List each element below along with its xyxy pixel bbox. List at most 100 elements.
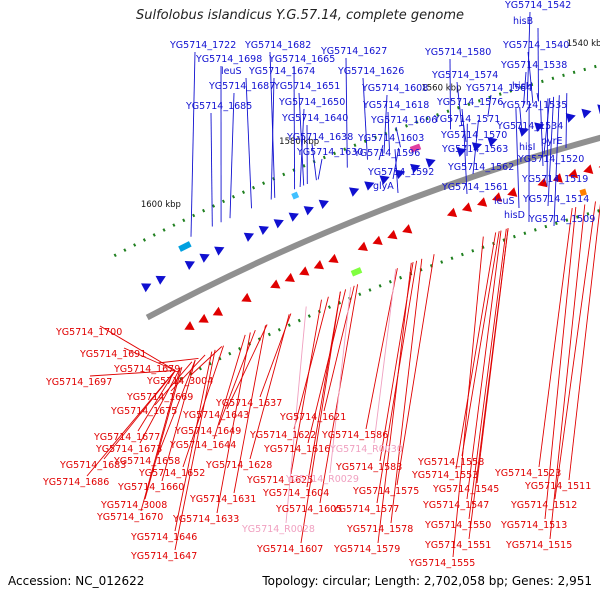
forward-gene-arrow bbox=[214, 246, 225, 256]
forward-gene-label: YG5714_1574 bbox=[431, 70, 498, 81]
forward-gene-label: YG5714_1626 bbox=[337, 66, 404, 77]
reverse-gene-arrow bbox=[507, 187, 518, 197]
reverse-gene-label: YG5714_1621 bbox=[279, 412, 346, 423]
reverse-leader-line bbox=[157, 359, 196, 456]
reverse-gene-label: YG5714_1649 bbox=[174, 426, 241, 437]
reverse-gene-label: YG5714_1683 bbox=[59, 460, 126, 471]
reverse-gene-arrow bbox=[461, 202, 473, 212]
forward-leader-line bbox=[525, 103, 532, 113]
forward-gene-arrow bbox=[487, 137, 498, 147]
reverse-gene-label: YG5714_1669 bbox=[126, 392, 193, 403]
reverse-gene-label: YG5714_1646 bbox=[130, 532, 197, 543]
forward-gene-arrow bbox=[364, 181, 375, 191]
reverse-gene-label: YG5714_1631 bbox=[189, 494, 256, 505]
forward-leader-line bbox=[536, 92, 539, 102]
forward-leader-line bbox=[362, 77, 368, 160]
forward-gene-label: hisH bbox=[512, 81, 533, 92]
reverse-leader-line bbox=[544, 207, 577, 520]
forward-gene-label: YG5714_1682 bbox=[244, 40, 311, 51]
forward-leader-line bbox=[245, 77, 252, 209]
reverse-gene-label: YG5714_1550 bbox=[424, 520, 491, 531]
reverse-leader-line bbox=[377, 262, 412, 544]
reverse-gene-label: YG5714_1583 bbox=[335, 462, 402, 473]
forward-gene-label: YG5714_1618 bbox=[362, 100, 429, 111]
forward-gene-arrow bbox=[288, 212, 299, 222]
feature-block bbox=[350, 267, 363, 277]
forward-leader-line bbox=[463, 124, 468, 195]
kbp-tick-label: 1540 kbp bbox=[567, 39, 600, 49]
reverse-gene-arrow bbox=[328, 253, 339, 264]
forward-leader-line bbox=[461, 108, 465, 126]
forward-gene-label: YG5714_1509 bbox=[528, 214, 595, 225]
rna-leader-line bbox=[373, 268, 397, 444]
reverse-gene-label: YG5714_1586 bbox=[321, 430, 388, 441]
rna-leader-line bbox=[329, 287, 352, 474]
forward-gene-label: YG5714_1665 bbox=[268, 54, 335, 65]
forward-gene-label: YG5714_1638 bbox=[286, 132, 353, 143]
reverse-leader-line bbox=[157, 357, 199, 364]
forward-gene-arrow bbox=[273, 219, 284, 229]
rna-gene-label: YG5714_R0030 bbox=[329, 444, 403, 455]
forward-leader-line bbox=[345, 57, 348, 168]
reverse-gene-label: YG5714_1647 bbox=[130, 551, 197, 562]
reverse-gene-label: YG5714_1577 bbox=[332, 504, 399, 515]
forward-leader-line bbox=[519, 106, 523, 134]
reverse-gene-label: YG5714_1616 bbox=[263, 444, 330, 455]
forward-leader-line bbox=[210, 112, 213, 227]
reverse-gene-label: YG5714_1691 bbox=[79, 349, 146, 360]
forward-gene-label: YG5714_1650 bbox=[278, 97, 345, 108]
forward-gene-arrow bbox=[155, 275, 166, 285]
forward-gene-label: leuS bbox=[494, 196, 515, 207]
reverse-leader-line bbox=[452, 236, 484, 558]
reverse-leader-line bbox=[396, 254, 435, 486]
reverse-gene-arrow bbox=[313, 260, 324, 270]
reverse-leader-line bbox=[86, 370, 176, 477]
reverse-gene-arrow bbox=[184, 321, 195, 330]
reverse-leader-line bbox=[226, 324, 268, 410]
reverse-leader-line bbox=[461, 231, 500, 457]
forward-leader-line bbox=[269, 51, 276, 198]
forward-leader-line bbox=[299, 108, 305, 188]
forward-leader-line bbox=[311, 143, 317, 181]
feature-block bbox=[291, 191, 300, 200]
forward-gene-arrow bbox=[318, 199, 329, 210]
rna-gene-label: YG5714_R0029 bbox=[285, 474, 359, 485]
forward-leader-line bbox=[487, 94, 492, 118]
reverse-leader-line bbox=[306, 291, 341, 488]
forward-leader-line bbox=[387, 111, 390, 152]
forward-gene-label: YG5714_1651 bbox=[273, 81, 340, 92]
forward-gene-arrow bbox=[456, 147, 467, 157]
reverse-gene-label: YG5714_1512 bbox=[510, 500, 577, 511]
reverse-gene-label: YG5714_1523 bbox=[494, 468, 561, 479]
reverse-gene-label: YG5714_1677 bbox=[93, 432, 160, 443]
reverse-gene-label: YG5714_1515 bbox=[505, 540, 572, 551]
reverse-gene-arrow bbox=[387, 229, 398, 240]
forward-gene-arrow bbox=[425, 158, 436, 168]
reverse-leader-line bbox=[213, 334, 246, 440]
forward-gene-label: YG5714_1627 bbox=[320, 46, 387, 57]
forward-leader-line bbox=[395, 126, 401, 148]
reverse-gene-label: YG5714_1579 bbox=[333, 544, 400, 555]
forward-leader-line bbox=[515, 108, 520, 209]
forward-gene-arrow bbox=[258, 225, 269, 236]
reverse-leader-line bbox=[89, 370, 176, 377]
reverse-leader-line bbox=[468, 228, 507, 520]
reverse-gene-arrow bbox=[567, 168, 579, 179]
forward-gene-label: YG5714_1514 bbox=[522, 194, 589, 205]
forward-leader-line bbox=[383, 94, 388, 154]
forward-gene-arrow bbox=[141, 283, 152, 293]
forward-gene-label: YG5714_1596 bbox=[353, 148, 420, 159]
forward-gene-arrow bbox=[410, 163, 421, 174]
forward-gene-label: glyA bbox=[373, 181, 394, 192]
forward-leader-line bbox=[553, 95, 560, 227]
forward-gene-label: YG5714_1519 bbox=[521, 174, 588, 185]
reverse-gene-label: YG5714_1605 bbox=[275, 504, 342, 515]
reverse-gene-label: YG5714_1633 bbox=[172, 514, 239, 525]
accession-text: Accession: NC_012622 bbox=[8, 574, 145, 588]
reverse-leader-line bbox=[123, 347, 176, 371]
reverse-gene-label: YG5714_1604 bbox=[262, 488, 329, 499]
forward-gene-label: YG5714_1608 bbox=[361, 83, 428, 94]
reverse-gene-label: YG5714_1607 bbox=[256, 544, 323, 555]
